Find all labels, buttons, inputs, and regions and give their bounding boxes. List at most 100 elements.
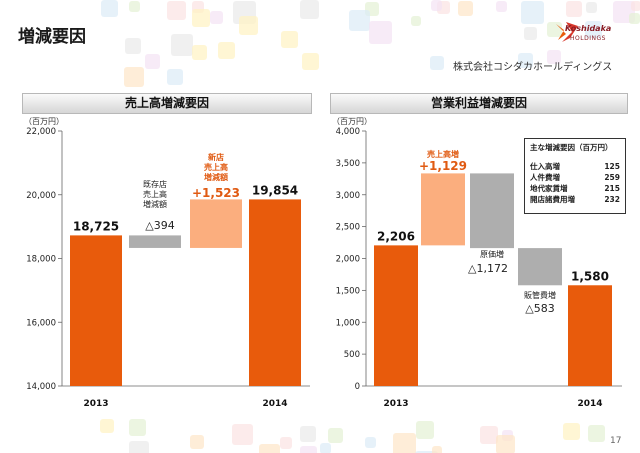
bar-annotation: 既存店 <box>143 179 167 189</box>
decorative-square <box>410 16 421 27</box>
decorative-square <box>327 427 343 443</box>
bar-decrease <box>129 235 181 248</box>
bar-annotation: 販管費増 <box>524 290 556 300</box>
decorative-square <box>144 53 160 69</box>
y-tick-label: 2,500 <box>336 223 360 233</box>
decorative-square <box>480 426 499 445</box>
factor-label: 人件費増 <box>530 173 560 182</box>
decorative-square <box>547 50 562 65</box>
bar-annotation: 原価増 <box>480 249 504 259</box>
bar-increase <box>421 173 465 246</box>
data-label: 19,854 <box>252 183 298 197</box>
factor-value: 215 <box>604 184 620 193</box>
decorative-square <box>496 435 516 453</box>
decorative-square <box>630 0 640 11</box>
decorative-square <box>415 421 434 440</box>
page-number: 17 <box>610 436 622 446</box>
x-category-label: 2014 <box>262 399 287 409</box>
decorative-square <box>496 0 508 12</box>
factor-label: 地代家賃増 <box>530 184 568 193</box>
decorative-square <box>191 8 210 27</box>
bar-annotation: 新店 <box>208 152 224 162</box>
data-label: 1,580 <box>571 269 609 283</box>
factor-row: 開店諸費用増 232 <box>530 194 620 205</box>
decorative-square <box>348 10 370 32</box>
decorative-square <box>301 52 319 70</box>
decorative-square <box>501 429 513 441</box>
decorative-square <box>100 0 118 18</box>
decorative-square <box>281 31 299 49</box>
factor-label: 仕入高増 <box>530 162 560 171</box>
sales-chart-title: 売上高増減要因 <box>22 93 312 114</box>
y-tick-label: 3,000 <box>336 191 360 201</box>
data-label: 18,725 <box>73 219 119 233</box>
factor-value: 232 <box>604 195 620 204</box>
y-tick-label: 2,000 <box>336 255 360 265</box>
decorative-square <box>320 442 331 453</box>
bar-annotation: 売上高 <box>143 189 167 199</box>
y-tick-label: 20,000 <box>26 191 56 201</box>
decorative-square <box>300 0 320 20</box>
decorative-square <box>125 37 142 54</box>
decorative-square <box>191 44 207 60</box>
y-tick-label: 16,000 <box>26 318 56 328</box>
x-category-label: 2014 <box>577 399 602 409</box>
decorative-square <box>364 437 376 449</box>
decorative-square <box>431 0 443 12</box>
decorative-square <box>171 34 194 57</box>
bar-decrease <box>470 173 514 249</box>
y-tick-label: 4,000 <box>336 127 360 137</box>
decorative-square <box>279 437 292 450</box>
y-tick-label: 1,000 <box>336 318 360 328</box>
factor-row: 人件費増 259 <box>530 172 620 183</box>
bar-total <box>70 235 122 386</box>
decorative-square <box>129 1 141 13</box>
y-tick-label: 1,500 <box>336 286 360 296</box>
decorative-square <box>392 433 416 453</box>
factor-box-header: 主な増減要因（百万円） <box>530 143 613 152</box>
factor-list: 仕入高増 125 人件費増 259 地代家賃増 215 開店諸費用増 232 <box>530 161 620 205</box>
factor-box: 主な増減要因（百万円） 仕入高増 125 人件費増 259 地代家賃増 215 開店諸費用増… <box>524 138 626 214</box>
x-category-label: 2013 <box>383 399 408 409</box>
decorative-square <box>124 66 145 87</box>
bar-annotation: 売上高増 <box>427 149 459 159</box>
decorative-square <box>100 418 115 433</box>
decorative-square <box>628 13 640 25</box>
bar-decrease <box>518 248 562 286</box>
decorative-square <box>258 444 280 453</box>
decorative-square <box>129 441 150 453</box>
decorative-square <box>232 424 254 446</box>
company-name: 株式会社コシダカホールディングス <box>453 62 613 73</box>
factor-row: 仕入高増 125 <box>530 161 620 172</box>
decorative-square <box>523 27 537 41</box>
y-tick-label: 14,000 <box>26 382 56 392</box>
x-category-label: 2013 <box>83 399 108 409</box>
bar-total <box>568 285 612 386</box>
decorative-square <box>189 435 204 450</box>
decorative-square <box>432 446 443 453</box>
decorative-square <box>210 10 224 24</box>
bar-annotation: 売上高 <box>204 162 228 172</box>
bar-annotation-value: +1,523 <box>192 186 240 200</box>
bar-total <box>374 245 418 386</box>
decorative-square <box>584 21 602 39</box>
bar-total <box>249 199 301 386</box>
slide-title: 増減要因 <box>18 27 86 47</box>
decorative-square <box>565 0 582 17</box>
profit-chart-title: 営業利益増減要因 <box>330 93 628 114</box>
decorative-square <box>166 0 186 20</box>
y-tick-label: 18,000 <box>26 255 56 265</box>
bar-annotation-value: △394 <box>145 219 174 232</box>
decorative-square <box>238 16 258 36</box>
data-label: 2,206 <box>377 229 415 243</box>
unit-label: （百万円） <box>24 117 64 126</box>
decorative-square <box>586 1 598 13</box>
decorative-square <box>518 52 534 68</box>
bar-annotation-value: △583 <box>525 302 554 315</box>
unit-label: （百万円） <box>332 117 372 126</box>
bar-annotation: 増減額 <box>143 199 167 209</box>
factor-label: 開店諸費用増 <box>530 195 575 204</box>
factor-value: 125 <box>604 162 620 171</box>
logo-text: Koshidaka <box>565 24 612 33</box>
decorative-square <box>414 450 438 453</box>
